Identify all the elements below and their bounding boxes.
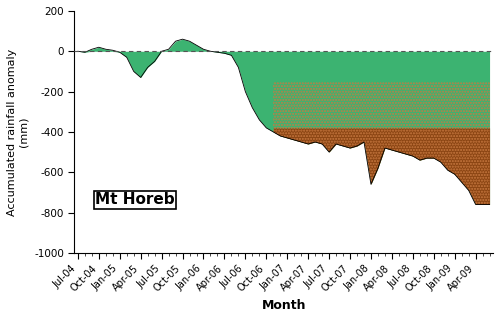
Text: Mt Horeb: Mt Horeb xyxy=(96,192,175,207)
Y-axis label: Accumulated rainfall anomaly
(mm): Accumulated rainfall anomaly (mm) xyxy=(7,48,28,216)
X-axis label: Month: Month xyxy=(262,299,306,312)
